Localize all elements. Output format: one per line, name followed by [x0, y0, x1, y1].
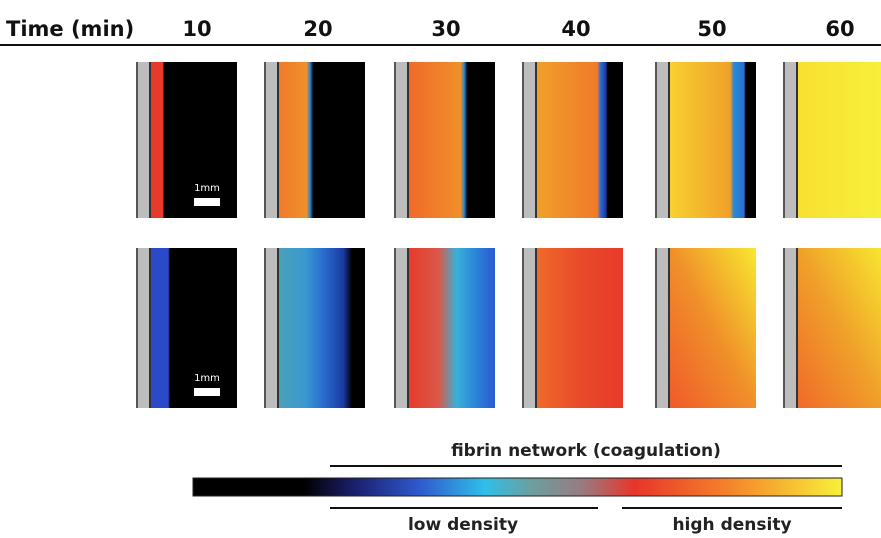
channel-wall [136, 248, 150, 408]
low-label: low density [408, 515, 518, 535]
scale-bar [194, 388, 220, 396]
channel-wall [394, 62, 408, 218]
high-label: high density [672, 515, 791, 535]
microscopy-image [279, 248, 365, 408]
microscopy-image [537, 62, 623, 218]
channel-wall [783, 62, 797, 218]
time-value: 50 [697, 17, 726, 41]
channel-wall [655, 248, 669, 408]
channel-wall [264, 62, 278, 218]
colorbar-title: fibrin network (coagulation) [451, 441, 721, 461]
microscopy-image [151, 248, 237, 408]
colorbar-gradient [192, 477, 843, 497]
colorbar: fibrin network (coagulation) low density… [192, 441, 843, 535]
microscopy-image [409, 62, 495, 218]
channel-wall [264, 248, 278, 408]
microscopy-image [151, 62, 237, 218]
channel-wall [522, 62, 536, 218]
time-value: 60 [825, 17, 854, 41]
header: Time (min) 10 20 30 40 50 60 [0, 17, 881, 46]
scale-bar [194, 198, 220, 206]
channel-wall [522, 248, 536, 408]
channel-wall [783, 248, 797, 408]
scale-bar-label: 1mm [194, 373, 220, 384]
microscopy-image [670, 248, 756, 408]
channel-wall [136, 62, 150, 218]
microscopy-image [670, 62, 756, 218]
microscopy-image [537, 248, 623, 408]
microscopy-image [798, 62, 881, 218]
scale-bar-label: 1mm [194, 183, 220, 194]
channel-wall [655, 62, 669, 218]
microscopy-image [279, 62, 365, 218]
microscopy-image [798, 248, 881, 408]
time-value: 10 [182, 17, 211, 41]
channel-wall [394, 248, 408, 408]
panels: 1mm 1mm [136, 62, 881, 408]
time-value: 30 [431, 17, 460, 41]
time-value: 20 [303, 17, 332, 41]
microscopy-image [409, 248, 495, 408]
time-label: Time (min) [6, 17, 134, 41]
time-value: 40 [561, 17, 590, 41]
